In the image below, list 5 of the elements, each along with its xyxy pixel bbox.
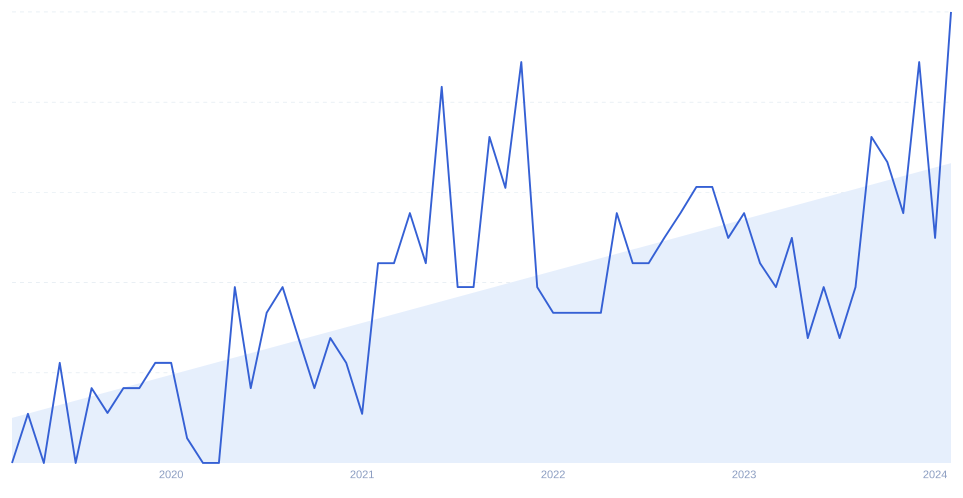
x-tick-label: 2024 [923, 470, 948, 478]
x-tick-label: 2022 [541, 470, 565, 478]
x-tick-label: 2023 [732, 470, 756, 478]
x-tick-label: 2021 [350, 470, 374, 478]
x-tick-label: 2020 [159, 470, 183, 478]
